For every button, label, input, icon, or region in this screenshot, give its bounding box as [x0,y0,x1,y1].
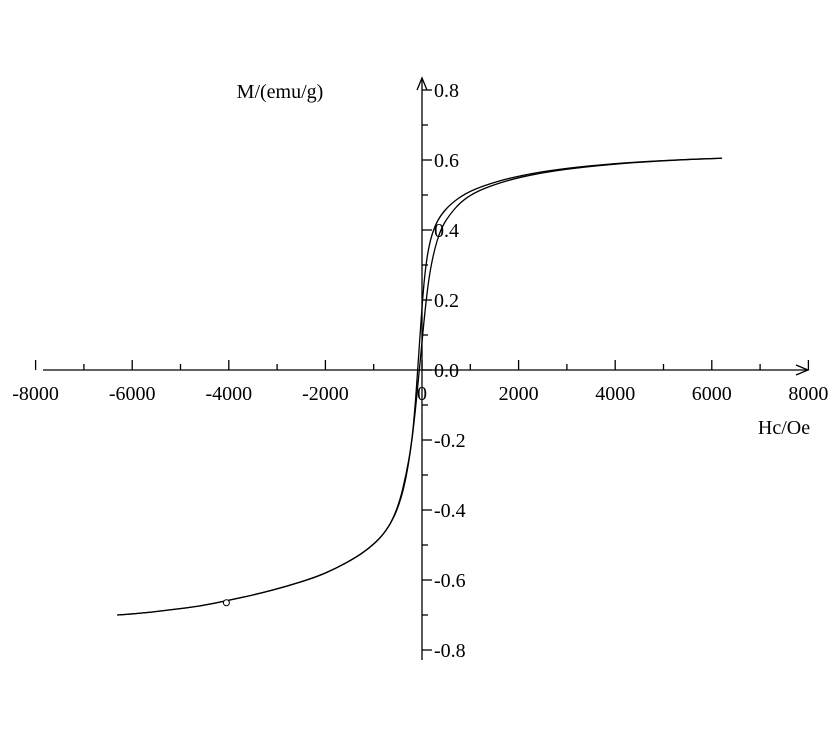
x-tick-label: -6000 [109,383,156,405]
x-tick-label: 6000 [692,383,732,405]
x-tick-label: 8000 [788,383,828,405]
y-tick-label: 0.8 [434,80,459,102]
y-tick-label: 0.2 [434,290,459,312]
y-tick-label: 0.0 [434,360,459,382]
x-tick-label: 2000 [499,383,539,405]
x-axis-title: Hc/Oe [758,417,810,439]
x-tick-label: -8000 [12,383,59,405]
y-tick-label: -0.8 [434,640,466,662]
y-axis-title: M/(emu/g) [237,81,324,103]
y-tick-label: 0.6 [434,150,459,172]
y-tick-label: -0.2 [434,430,466,452]
x-tick-label: -2000 [302,383,349,405]
y-tick-label: -0.4 [434,500,466,522]
chart-svg: -8000 -6000 -4000 -2000 0 2000 4000 6000 8000 -0.… [0,0,840,732]
axes: -8000 -6000 -4000 -2000 0 2000 4000 6000 8000 -0.… [12,78,828,662]
x-tick-label: -4000 [205,383,252,405]
x-tick-label: 0 [417,383,427,405]
y-tick-label: -0.6 [434,570,466,592]
hysteresis-chart: -8000 -6000 -4000 -2000 0 2000 4000 6000 8000 -0.… [0,0,840,732]
x-tick-label: 4000 [595,383,635,405]
data-marker [223,600,229,606]
